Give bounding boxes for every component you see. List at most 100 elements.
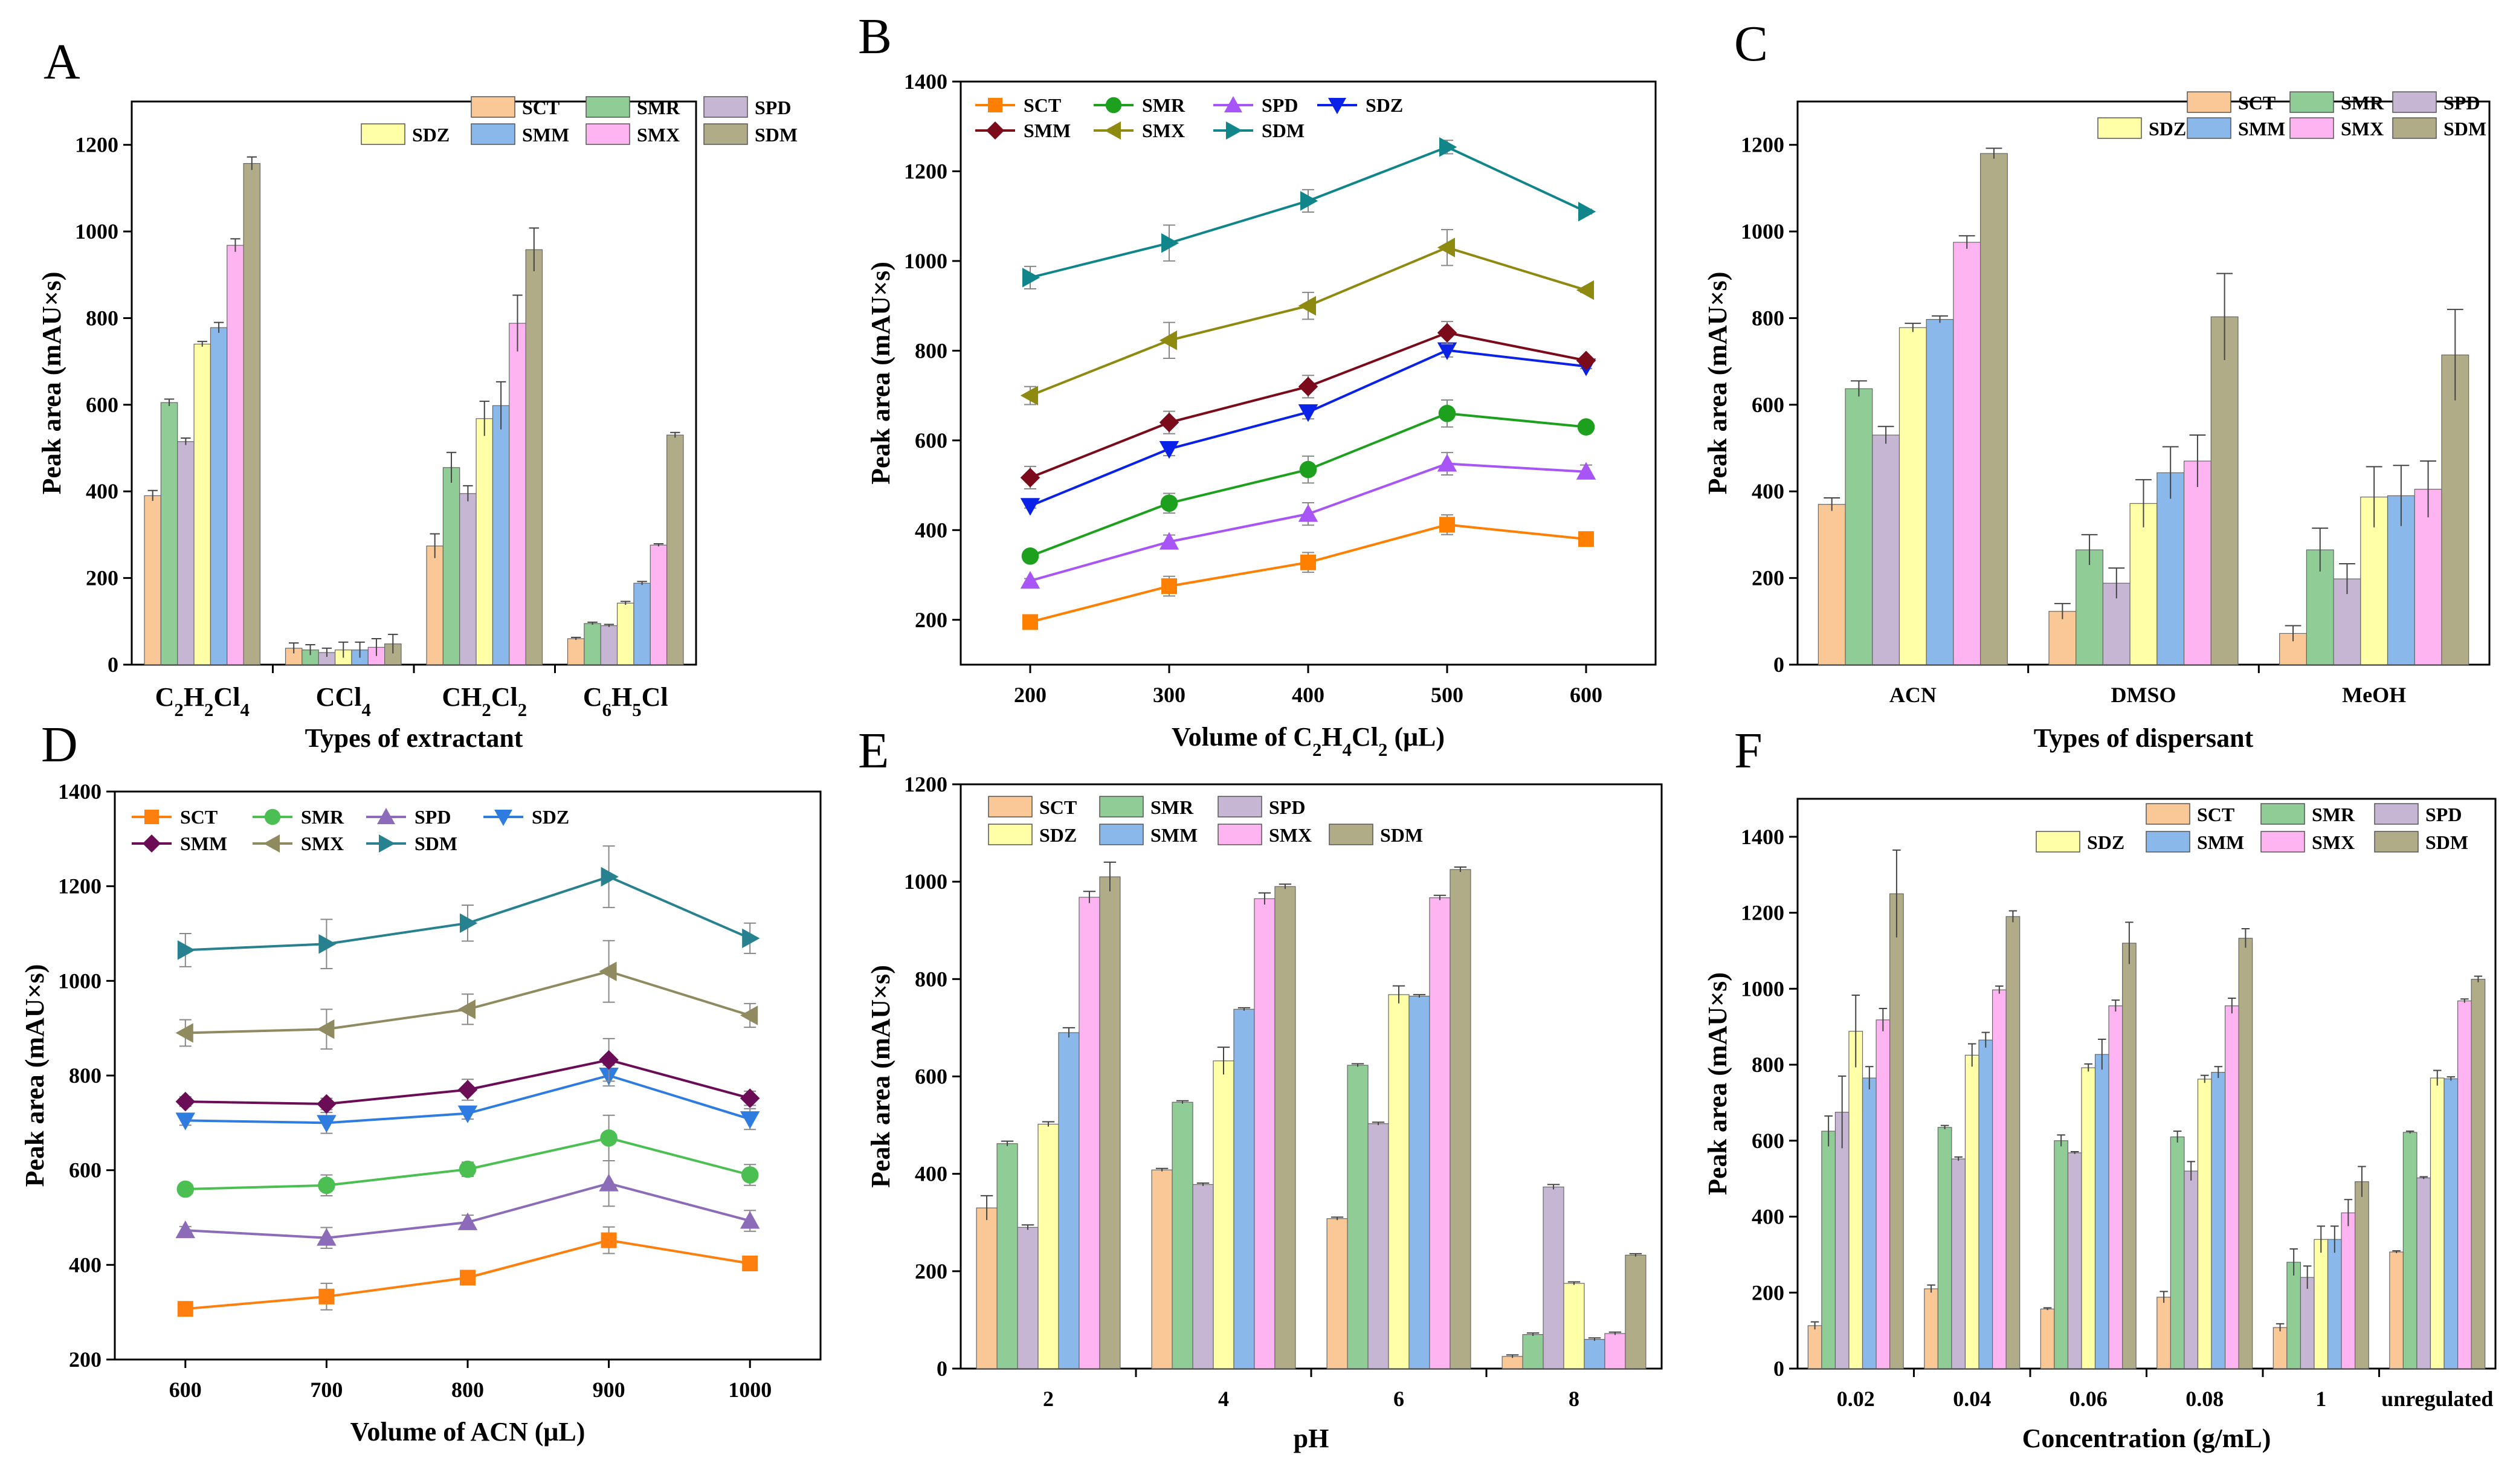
legend-marker-spd [1224, 96, 1242, 112]
bar-sdm [2238, 938, 2253, 1369]
bar-sdz [1848, 1031, 1863, 1369]
legend-swatch-smx [2260, 831, 2305, 853]
bar-sdm [243, 163, 261, 665]
x-tick-label: 200 [1014, 683, 1047, 707]
series-sct [177, 1226, 758, 1317]
legend-swatch-spd [1218, 796, 1262, 818]
point-smm [1576, 350, 1596, 370]
legend-marker-smr [1105, 97, 1122, 114]
point-smm [175, 1091, 196, 1112]
legend-swatch-smr [2260, 803, 2305, 825]
point-sdz [740, 1111, 760, 1129]
point-sct [1300, 554, 1316, 570]
bar-smr [2054, 1140, 2069, 1369]
bar-smx [227, 245, 244, 665]
panel-e: E 0 200 400 600 800 1000 1200 Peak area (mAU×s) 2… [858, 723, 1663, 1453]
bar-sdm [1980, 153, 2008, 665]
y-tick-label: 200 [1752, 1280, 1784, 1305]
y-tick-label: 1000 [75, 219, 118, 244]
legend-label-sdz: SDZ [412, 124, 450, 146]
point-spd [457, 1212, 478, 1230]
point-spd [1298, 504, 1318, 522]
panel-letter-d: D [41, 717, 78, 773]
legend-label-smr: SMR [1142, 94, 1185, 116]
bar-spd [2184, 1170, 2199, 1369]
bar-smr [584, 623, 601, 665]
y-axis-label: Peak area (mAU×s) [866, 262, 895, 485]
bar-spd [1834, 1112, 1850, 1369]
bar-sct [1924, 1288, 1938, 1369]
point-smx [1020, 386, 1038, 405]
legend-swatch-sdz [361, 123, 405, 145]
y-tick-label: 1400 [1741, 825, 1784, 849]
legend-label-sdm: SDM [2443, 118, 2486, 140]
bar-sct [2272, 1327, 2288, 1369]
series-smx [175, 940, 758, 1050]
x-tick-label: C2H2Cl4 [155, 682, 250, 720]
bar-smr [1821, 1131, 1836, 1369]
y-tick-label: 400 [86, 479, 118, 503]
y-tick-label: 400 [915, 518, 947, 542]
legend-label-spd: SPD [1269, 796, 1305, 818]
y-tick-label: 1000 [1741, 976, 1784, 1001]
bar-sdm [1625, 1254, 1647, 1369]
y-tick-label: 400 [1752, 1205, 1784, 1229]
y-tick-label: 1000 [1741, 219, 1784, 244]
bar-sdz [1964, 1054, 1979, 1369]
legend-label-sct: SCT [2197, 804, 2234, 825]
point-spd [1576, 462, 1596, 480]
x-tick-label: MeOH [2342, 683, 2406, 707]
legend-marker-smm [143, 834, 161, 853]
legend-label-smm: SMM [2197, 831, 2244, 853]
legend-swatch-sdz [988, 824, 1033, 845]
y-tick-label: 1200 [904, 159, 947, 183]
bar-sdz [2081, 1067, 2096, 1369]
bar-smr [1522, 1334, 1544, 1369]
bar-spd [1951, 1158, 1966, 1369]
bar-smr [2170, 1136, 2185, 1369]
legend-label-sct: SCT [2238, 92, 2276, 114]
point-sdm [318, 934, 337, 954]
legend-swatch-smm [471, 123, 515, 145]
legend-marker-sdz [1328, 98, 1346, 114]
y-tick-label: 400 [69, 1253, 102, 1277]
bar-sct [2048, 611, 2077, 665]
point-spd [1159, 532, 1179, 550]
x-tick-label: DMSO [2111, 683, 2176, 707]
legend-label-sdz: SDZ [1039, 824, 1077, 846]
legend-label-sct: SCT [180, 806, 218, 828]
legend-label-smx: SMX [637, 124, 680, 146]
bar-sct [1151, 1169, 1173, 1369]
point-sdm [1300, 191, 1318, 211]
point-smx [317, 1019, 335, 1039]
y-tick-label: 1200 [904, 772, 947, 796]
bar-sct [976, 1207, 998, 1369]
bar-sct [2156, 1297, 2171, 1369]
legend-swatch-sdm [2392, 117, 2437, 139]
x-tick-label: 600 [1570, 683, 1602, 707]
panel-letter-a: A [44, 34, 80, 90]
point-smr [1577, 418, 1595, 436]
bar-sct [426, 545, 444, 665]
series-smm [175, 1037, 760, 1114]
bar-smx [1992, 989, 2007, 1369]
legend-swatch-sct [471, 96, 515, 118]
bar-smx [2341, 1212, 2356, 1369]
point-sdz [317, 1115, 337, 1133]
point-smm [1437, 323, 1457, 343]
legend-swatch-spd [2374, 803, 2419, 825]
x-tick-label: 0.06 [2069, 1387, 2108, 1411]
point-smr [176, 1180, 195, 1198]
bar-spd [177, 441, 195, 665]
bar-smm [2443, 1078, 2459, 1369]
legend-label-spd: SPD [755, 97, 791, 118]
y-tick-label: 800 [1752, 306, 1784, 330]
panel-letter-b: B [858, 8, 892, 65]
bar-smr [2286, 1262, 2301, 1369]
panel-b: B 200 400 600 800 1000 1200 1400 Peak area (mAU×… [858, 8, 1657, 760]
bar-sdm [666, 434, 684, 665]
bar-smx [1429, 897, 1451, 1369]
legend-label-spd: SPD [2443, 92, 2480, 114]
x-axis-label: Volume of C2H4Cl2 (μL) [1172, 722, 1445, 760]
point-smm [740, 1088, 760, 1108]
